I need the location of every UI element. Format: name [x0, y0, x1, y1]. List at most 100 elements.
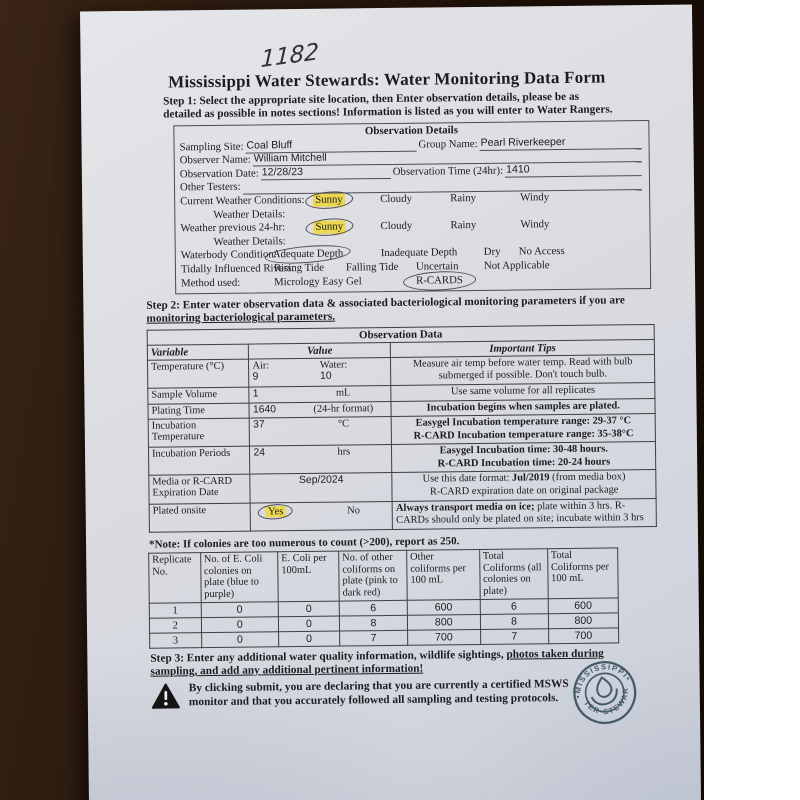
rep2-other-plate: 8 — [339, 615, 408, 632]
rep1-no: 1 — [149, 602, 201, 619]
rep2-total-plate: 8 — [479, 613, 549, 630]
prev-weather-option-rainy: Rainy — [450, 219, 477, 232]
temperature-variable: Temperature (°C) — [147, 358, 250, 389]
incubation-temp-value: 37 — [253, 419, 265, 431]
rep1-ecoli-plate: 0 — [200, 601, 279, 618]
rep1-other-100ml: 600 — [407, 599, 480, 616]
air-temp-value: 9 — [252, 371, 259, 383]
water-drop-icon — [596, 676, 613, 698]
water-label: Water: — [319, 359, 348, 371]
rep1-other-plate: 6 — [339, 600, 408, 617]
observation-date-value: 12/28/23 — [260, 164, 391, 181]
step3-instructions: Step 3: Enter any additional water quali… — [150, 648, 609, 679]
tidal-option-falling: Falling Tide — [345, 260, 399, 274]
waterbody-condition-label: Waterbody Condition: — [180, 248, 277, 262]
step2-instructions: Step 2: Enter water observation data & a… — [146, 294, 625, 325]
observation-time-value: 1410 — [505, 161, 642, 178]
photo-background: 1182 Mississippi Water Stewards: Water M… — [0, 0, 704, 800]
replicate-header-row: Replicate No. No. of E. Coli colonies on… — [148, 547, 619, 604]
rep3-other-plate: 7 — [339, 630, 408, 647]
water-temp-value: 10 — [319, 370, 332, 382]
media-expiration-value: Sep/2024 — [250, 472, 393, 503]
declaration-row: By clicking submit, you are declaring th… — [151, 677, 622, 709]
prev-weather-option-windy: Windy — [520, 218, 550, 231]
weather-option-sunny-selected: Sunny — [313, 193, 345, 208]
expiration-tip-post: (from media box) — [549, 471, 626, 484]
rep1-total-100ml: 600 — [547, 597, 619, 614]
air-label: Air: — [252, 360, 270, 372]
weather-details-label: Weather Details: — [213, 207, 286, 221]
method-used-label: Method used: — [181, 276, 241, 289]
step1-instructions: Step 1: Select the appropriate site loca… — [162, 90, 613, 121]
plated-onsite-yes-selected: Yes — [266, 505, 286, 518]
sample-volume-variable: Sample Volume — [147, 386, 250, 404]
replicate-table: Replicate No. No. of E. Coli colonies on… — [148, 547, 619, 649]
row-plated-onsite: Plated onsite Yes No Always transport me… — [149, 498, 657, 533]
declaration-text: By clicking submit, you are declaring th… — [188, 678, 569, 708]
weather-option-windy: Windy — [520, 191, 550, 204]
page-title: Mississippi Water Stewards: Water Monito… — [168, 67, 606, 92]
rep2-no: 2 — [149, 617, 202, 634]
method-option-rcards-selected: R-CARDS — [416, 273, 463, 287]
rep3-ecoli-plate: 0 — [201, 631, 279, 648]
plating-time-variable: Plating Time — [147, 402, 250, 420]
col-other-coliforms-plate: No. of other coliforms on plate (pink to… — [338, 550, 408, 602]
hand-icon — [590, 688, 618, 706]
waterbody-option-no-access: No Access — [518, 245, 565, 258]
tidal-option-rising: Rising Tide — [273, 261, 325, 275]
rep3-ecoli-100ml: 0 — [278, 631, 340, 647]
handwritten-form-number: 1182 — [260, 39, 320, 74]
tidal-option-not-applicable: Not Applicable — [483, 259, 550, 272]
plating-time-unit: (24-hr format) — [313, 402, 374, 415]
incubation-periods-unit: hrs — [337, 446, 351, 458]
rep3-other-100ml: 700 — [407, 629, 481, 646]
weather-option-rainy: Rainy — [450, 191, 477, 205]
observation-date-label: Observation Date: — [179, 167, 259, 181]
paper-sheet: 1182 Mississippi Water Stewards: Water M… — [80, 4, 703, 800]
step2-underlined-text: monitoring bacteriological parameters. — [146, 310, 336, 325]
weather-details-label-2: Weather Details: — [213, 234, 286, 248]
col-other-coliforms-100ml: Other coliforms per 100 mL — [406, 549, 480, 601]
rep3-total-plate: 7 — [480, 628, 549, 645]
sampling-site-label: Sampling Site: — [179, 140, 244, 153]
temperature-tip: Measure air temp before water temp. Read… — [390, 354, 655, 386]
incubation-periods-variable: Incubation Periods — [148, 446, 251, 476]
plated-onsite-variable: Plated onsite — [149, 502, 251, 533]
step2-text: Step 2: Enter water observation data & a… — [146, 294, 625, 312]
rep1-total-plate: 6 — [479, 598, 548, 615]
rep2-other-100ml: 800 — [407, 614, 481, 631]
observation-data-table: Observation Data Variable Value Importan… — [147, 324, 657, 533]
waterbody-option-inadequate: Inadequate Depth — [380, 246, 458, 260]
previous-weather-label: Weather previous 24-hr: — [180, 221, 286, 235]
observer-name-label: Observer Name: — [179, 153, 251, 167]
msws-stamp: •MISSISSIPPI• WATER•STEWARDS — [563, 651, 637, 727]
prev-weather-option-sunny-selected: Sunny — [313, 220, 346, 235]
rep2-ecoli-100ml: 0 — [278, 616, 340, 632]
col-variable: Variable — [147, 343, 249, 360]
incubation-periods-tip2: R-CARD Incubation time: 20-24 hours — [437, 456, 611, 470]
media-expiration-variable: Media or R-CARD Expiration Date — [148, 474, 251, 504]
plated-tip-rest: plate within 3 hrs. — [534, 500, 613, 513]
expiration-tip2: R-CARD expiration date on original packa… — [429, 484, 619, 498]
col-total-coliforms-100ml: Total Coliforms per 100 mL — [547, 547, 619, 599]
step3-text: Step 3: Enter any additional water quali… — [150, 648, 507, 665]
incubation-temp-variable: Incubation Temperature — [148, 418, 250, 448]
col-total-coliforms: Total Coliforms (all colonies on plate) — [479, 548, 548, 600]
col-ecoli-per-100ml: E. Coli per 100mL — [277, 550, 340, 602]
sample-volume-unit: mL — [335, 387, 351, 399]
rep3-total-100ml: 700 — [548, 627, 619, 644]
col-ecoli-colonies: No. of E. Coli colonies on plate (blue t… — [200, 551, 279, 603]
rep2-ecoli-plate: 0 — [200, 616, 279, 633]
method-option-easygel: Micrology Easy Gel — [274, 274, 362, 288]
plated-tip-bold: Always transport media on ice; — [395, 501, 535, 514]
sample-volume-value: 1 — [252, 388, 259, 400]
incubation-temp-tip2: R-CARD Incubation temperature range: 35-… — [413, 427, 634, 442]
weather-option-cloudy: Cloudy — [380, 192, 413, 206]
rep2-total-100ml: 800 — [547, 612, 619, 629]
waterbody-option-dry: Dry — [483, 246, 501, 259]
rep3-no: 3 — [149, 632, 202, 649]
observation-details-section: Observation Details Sampling Site: Coal … — [173, 120, 652, 295]
waterbody-option-adequate-selected: Adequate Depth — [272, 247, 344, 261]
warning-icon — [151, 683, 180, 709]
